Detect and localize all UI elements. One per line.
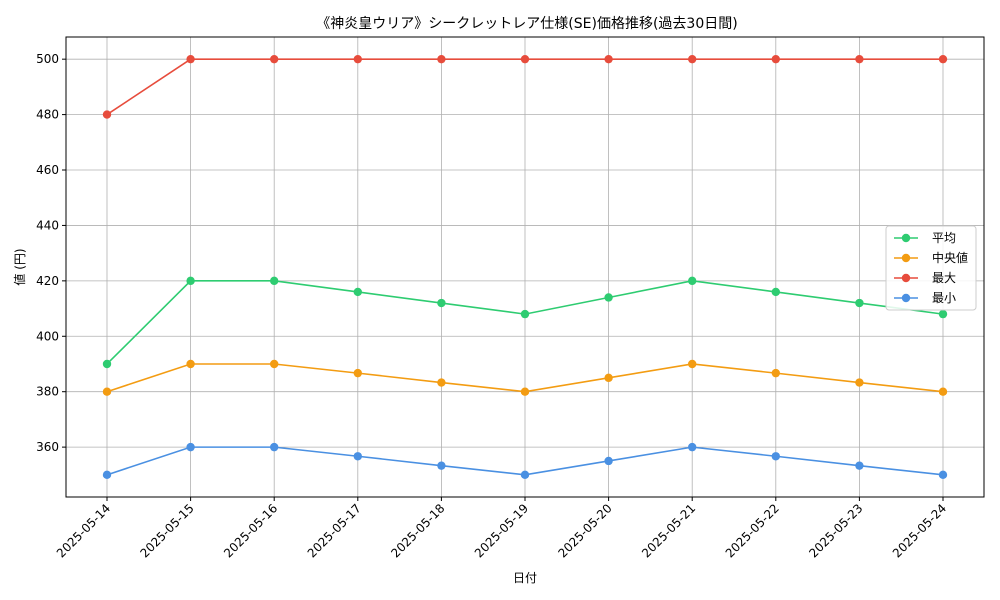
data-point — [186, 54, 195, 64]
data-point — [604, 293, 613, 302]
data-point — [270, 54, 279, 64]
data-point — [437, 378, 446, 387]
legend-item: 最大 — [894, 271, 956, 285]
x-tick-label: 2025-05-20 — [556, 501, 615, 560]
data-point — [771, 54, 780, 64]
x-tick-label: 2025-05-19 — [472, 501, 531, 560]
series-最小 — [102, 442, 948, 480]
data-point — [102, 110, 112, 119]
data-point — [938, 470, 948, 480]
legend-item: 平均 — [894, 231, 956, 245]
x-tick-label: 2025-05-16 — [221, 501, 280, 560]
y-axis-label: 値 (円) — [12, 248, 27, 285]
data-point — [771, 368, 780, 378]
legend-item: 最小 — [894, 291, 956, 305]
data-point — [353, 452, 362, 461]
x-tick-label: 2025-05-22 — [723, 501, 782, 560]
y-tick-label: 500 — [36, 52, 59, 66]
data-point — [855, 298, 864, 308]
legend-label: 平均 — [932, 231, 956, 245]
data-point — [520, 470, 530, 480]
data-point — [855, 378, 864, 387]
x-tick-label: 2025-05-21 — [639, 501, 698, 560]
x-tick-label: 2025-05-17 — [305, 501, 364, 560]
y-tick-label: 400 — [36, 329, 59, 343]
x-tick-label: 2025-05-18 — [388, 501, 447, 560]
data-point — [938, 54, 948, 64]
data-point — [938, 309, 948, 319]
data-point — [270, 442, 279, 452]
data-point — [353, 54, 362, 64]
data-point — [437, 54, 446, 64]
x-axis: 2025-05-14 2025-05-15 2025-05-16 2025-05-17… — [54, 497, 949, 560]
legend-label: 最大 — [932, 271, 956, 285]
data-point — [604, 54, 613, 64]
y-tick-label: 360 — [36, 440, 59, 454]
data-point — [688, 276, 697, 286]
legend-marker — [901, 273, 911, 283]
data-point — [855, 461, 864, 470]
series-平均 — [102, 276, 948, 369]
data-point — [688, 442, 697, 452]
data-point — [688, 359, 697, 369]
x-axis-label: 日付 — [513, 571, 537, 585]
y-tick-label: 380 — [36, 385, 59, 399]
y-tick-label: 460 — [36, 163, 59, 177]
data-point — [771, 287, 780, 297]
data-point — [938, 387, 948, 396]
data-point — [270, 359, 279, 369]
data-point — [102, 470, 112, 480]
x-tick-label: 2025-05-14 — [54, 501, 113, 560]
chart-title: 《神炎皇ウリア》シークレットレア仕様(SE)価格推移(過去30日間) — [316, 16, 737, 32]
legend-box — [885, 225, 977, 311]
data-point — [604, 456, 613, 466]
y-tick-label: 440 — [36, 218, 59, 232]
data-point — [353, 287, 362, 297]
data-point — [353, 368, 362, 378]
data-point — [688, 54, 697, 64]
legend-marker — [901, 253, 911, 263]
data-point — [604, 373, 613, 383]
data-point — [270, 276, 279, 286]
legend-label: 最小 — [932, 291, 956, 305]
data-point — [771, 452, 780, 461]
data-point — [437, 461, 446, 470]
legend-marker — [901, 293, 911, 303]
data-point — [520, 309, 530, 319]
y-tick-label: 420 — [36, 274, 59, 288]
legend-marker — [901, 233, 911, 243]
data-point — [186, 442, 195, 452]
data-point — [102, 359, 112, 369]
series-最大 — [102, 54, 948, 119]
data-point — [520, 387, 530, 396]
data-point — [102, 387, 112, 396]
legend-label: 中央値 — [932, 250, 968, 265]
x-tick-label: 2025-05-15 — [138, 501, 197, 560]
series-layer — [102, 54, 948, 480]
data-point — [437, 298, 446, 308]
data-point — [520, 54, 530, 64]
series-中央値 — [102, 359, 948, 396]
x-tick-label: 2025-05-23 — [806, 501, 865, 560]
data-point — [855, 54, 864, 64]
y-tick-label: 480 — [36, 108, 59, 122]
data-point — [186, 359, 195, 369]
data-point — [186, 276, 195, 286]
y-axis: 360 380 400 420 440 460 480 500 — [36, 52, 66, 454]
legend-item: 中央値 — [894, 250, 968, 265]
grid — [66, 37, 984, 497]
x-tick-label: 2025-05-24 — [890, 501, 949, 560]
